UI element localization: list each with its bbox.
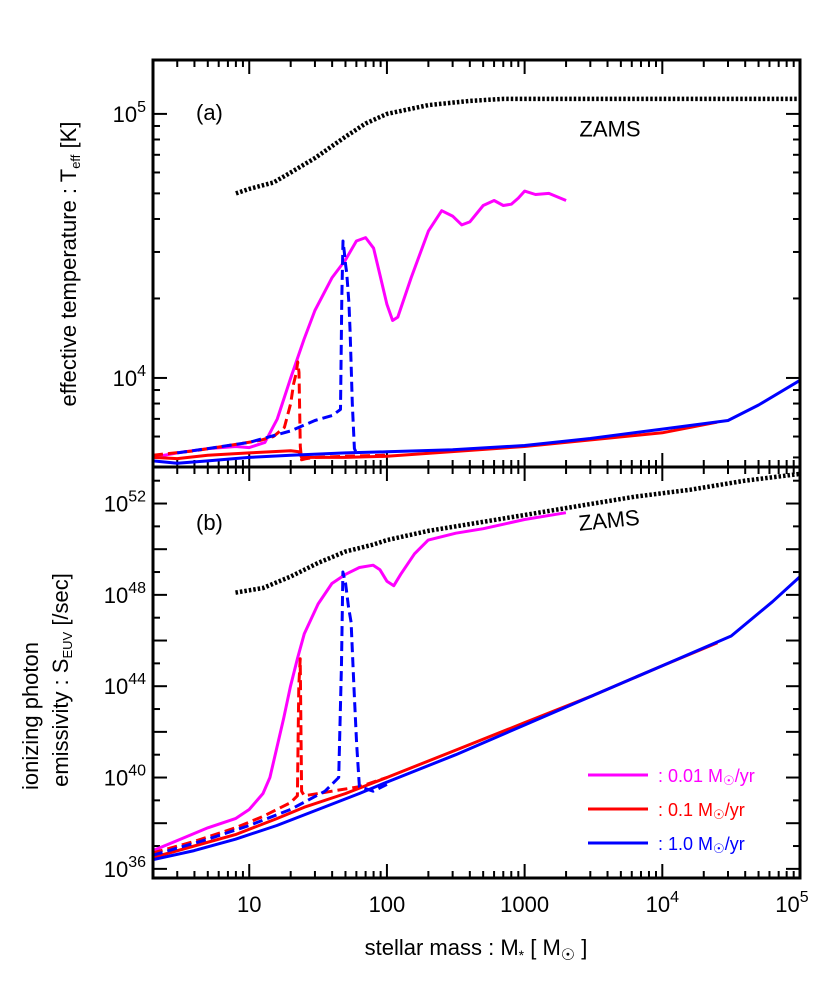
series-line-4-dashed [176,239,358,455]
panel-b-frame [151,465,802,880]
panel-b-ytick-label-3: 1048 [104,580,146,608]
legend-label-0: : 0.01 M☉/yr [658,766,755,788]
panel-b-ytick-label-0: 1036 [104,854,146,882]
series-line-5-solid [152,575,802,862]
series-line-1-solid [152,511,567,852]
panel-b-ylabel-line1: ionizing photon [18,642,43,790]
panel-b-xtick-label-4: 105 [775,889,808,917]
panel-b-annotation-0: ZAMS [577,505,640,536]
panel-a-ytick-label-0: 104 [113,363,146,391]
panel-b-xtick-label-2: 1000 [500,892,549,917]
panel-b-ytick-label-4: 1052 [104,489,146,517]
panel-b-ylabel-line2: emissivity : SEUV [/sec] [48,573,75,787]
panel-a-annotation-0: ZAMS [579,117,640,142]
series-line-5-solid [152,379,801,465]
legend: : 0.01 M☉/yr : 0.1 M☉/yr : 1.0 M☉/yr [588,766,755,856]
legend-label-2: : 1.0 M☉/yr [658,834,745,856]
series-line-0-dotted [235,96,800,196]
series-line-3-solid [152,641,718,859]
panel-b: 1036 1040 1044 1048 1052 10 100 1000 104 105 (b) ZA… [18,465,809,964]
panel-b-ytick-label-2: 1044 [104,671,146,699]
x-axis-label: stellar mass : M* [ M☉ ] [365,935,588,964]
series-line-0-dotted [235,471,801,595]
panel-a-frame [151,58,802,469]
panel-b-ytick-label-1: 1040 [104,763,146,791]
series-line-4-dashed [152,570,388,857]
panel-b-xtick-label-3: 104 [646,889,679,917]
panel-b-xtick-label-1: 100 [369,892,406,917]
panel-a: 104 105 (a) ZAMS effective temperature : Tef… [56,58,802,469]
panel-a-label: (a) [196,100,223,125]
series-line-2-dashed [152,657,388,855]
panel-a-ytick-label-1: 105 [113,99,146,127]
series-line-1-solid [152,189,567,459]
panel-a-ylabel: effective temperature : Teff [K] [56,122,83,407]
panel-b-label: (b) [196,510,223,535]
series-line-3-solid [152,420,718,461]
panel-b-xtick-label-0: 10 [237,892,261,917]
legend-label-1: : 0.1 M☉/yr [658,800,745,822]
